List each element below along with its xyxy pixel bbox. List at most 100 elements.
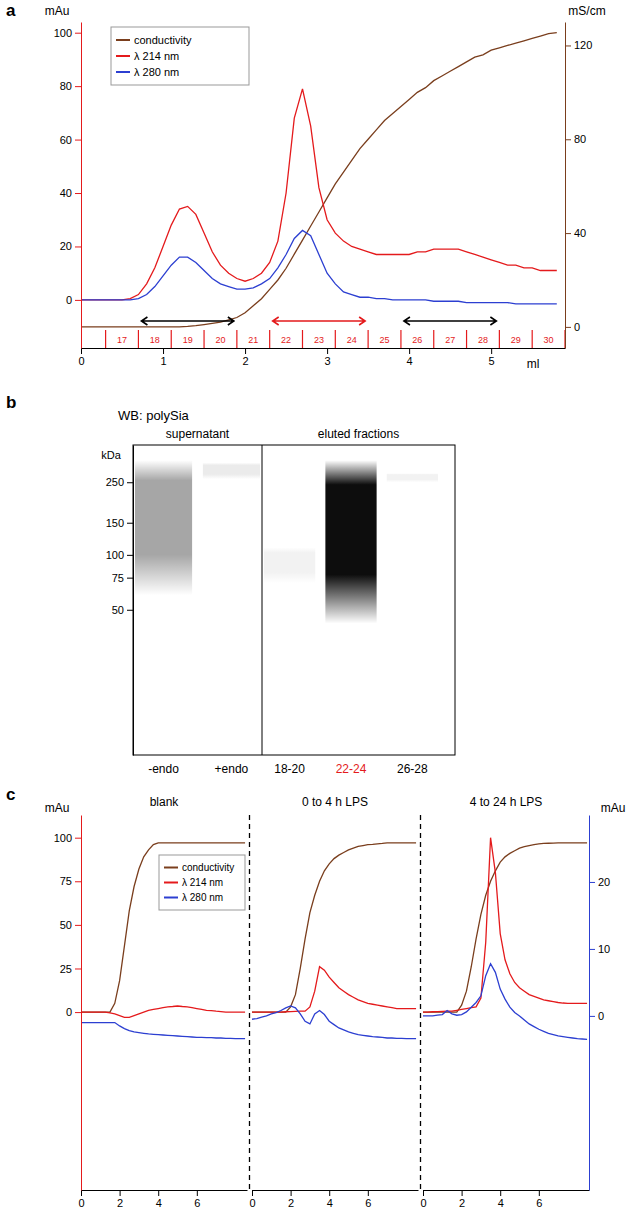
tick: 0 [78,1190,84,1209]
tick-mark [127,482,133,483]
tick: 0 [589,1010,604,1022]
tick-label: 0 [249,1197,255,1209]
tick: 40 [565,227,586,239]
axis: 5075100150250 [106,446,134,756]
tick-label: 0 [66,294,72,306]
tick: 100 [54,27,81,39]
fraction-edge [532,330,533,348]
tick: 80 [60,80,81,92]
tick: 2 [243,348,249,367]
plot-area [423,838,587,1040]
fraction-range-arrow [404,317,496,325]
tick-label: 25 [60,963,72,975]
tick: 2 [117,1190,123,1209]
panel: c0246blankconductivityλ 214 nmλ 280 nm02… [6,785,625,1209]
tick-mark [81,1190,82,1196]
tick: 4 [156,1190,162,1209]
axis-title: mAu [601,801,626,815]
tick-mark [491,348,492,354]
panel: a171819202122232425262728293001234502040… [6,1,606,371]
tick-label: 100 [54,27,72,39]
tick-mark [565,233,571,234]
tick: 5 [489,348,495,367]
tick-mark [368,1190,369,1196]
figure-svg: a171819202122232425262728293001234502040… [0,0,644,1219]
tick-mark [565,139,571,140]
tick-mark [329,1190,330,1196]
fraction-edge [203,330,204,348]
legend-label: λ 280 nm [182,892,223,903]
tick-label: 1 [160,355,166,367]
tick-mark [75,1012,81,1013]
tick: 50 [60,919,81,931]
tick-label: 2 [243,355,249,367]
series-line [252,1006,416,1039]
tick: 50 [112,604,133,616]
chart-title: WB: polySia [118,408,190,423]
tick: 80 [565,133,586,145]
axis-line [253,1190,419,1191]
fraction-range-arrow [141,317,233,325]
axis-line [133,446,134,756]
series-line [423,964,587,1040]
blot-area [135,460,438,623]
tick-label: 6 [365,1197,371,1209]
axis-line [81,816,82,1191]
tick: 10 [589,943,610,955]
panel-label: a [6,1,16,20]
legend-label: λ 214 nm [134,50,179,62]
axis-line [82,1190,248,1191]
tick-mark [423,1190,424,1196]
tick: 2 [288,1190,294,1209]
legend: conductivityλ 214 nmλ 280 nm [159,855,245,910]
tick-mark [539,1190,540,1196]
series-line [81,1023,245,1039]
fraction-label: 18 [150,335,160,345]
tick-label: 150 [106,517,124,529]
tick: 1 [160,348,166,367]
tick-mark [589,949,595,950]
tick: 0 [66,1006,81,1018]
tick-mark [589,882,595,883]
tick: 2 [459,1190,465,1209]
tick-label: 100 [106,549,124,561]
fraction-label: 23 [314,335,324,345]
axis: 012345 [78,348,565,367]
tick: 40 [60,187,81,199]
tick: 20 [60,240,81,252]
tick-label: 4 [156,1197,162,1209]
tick-mark [245,348,246,354]
lane-label: -endo [148,762,179,776]
axis-title: kDa [101,449,121,461]
lane-smear [325,460,376,623]
tick: 6 [536,1190,542,1209]
figure: a171819202122232425262728293001234502040… [0,0,644,1219]
tick: 120 [565,39,592,51]
legend-box [111,27,249,85]
blot-frame [133,445,455,755]
tick-label: 10 [598,943,610,955]
series-line [81,230,557,303]
tick: 3 [325,348,331,367]
fraction-label: 20 [215,335,225,345]
tick-label: 0 [78,1197,84,1209]
series-line [423,843,587,1012]
tick-label: 40 [574,227,586,239]
axis: 01020 [589,816,610,1191]
tick-mark [409,348,410,354]
tick-mark [327,348,328,354]
panel: bWB: polySiasupernatant-endo+endoeluted … [6,393,455,776]
tick: 0 [66,294,81,306]
tick-label: 0 [420,1197,426,1209]
series-line [252,843,416,1012]
tick-label: 80 [60,80,72,92]
tick-label: 120 [574,39,592,51]
tick-mark [197,1190,198,1196]
group-label: eluted fractions [318,427,399,441]
axis: 020406080100 [54,23,82,349]
tick: 75 [112,572,133,584]
tick-mark [127,578,133,579]
fraction-edge [466,330,467,348]
fraction-edge [269,330,270,348]
plot-area [81,843,245,1039]
